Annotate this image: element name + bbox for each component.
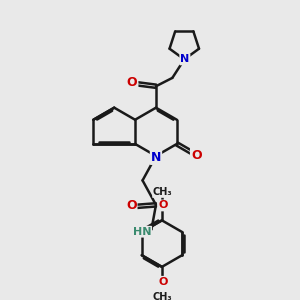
Text: CH₃: CH₃ [153,292,172,300]
Text: O: O [158,200,168,211]
Text: O: O [126,199,136,212]
Text: O: O [127,76,137,89]
Text: HN: HN [133,227,151,237]
Text: CH₃: CH₃ [153,187,172,197]
Text: O: O [191,148,202,162]
Text: N: N [180,54,190,64]
Text: N: N [151,151,161,164]
Text: O: O [158,277,168,287]
